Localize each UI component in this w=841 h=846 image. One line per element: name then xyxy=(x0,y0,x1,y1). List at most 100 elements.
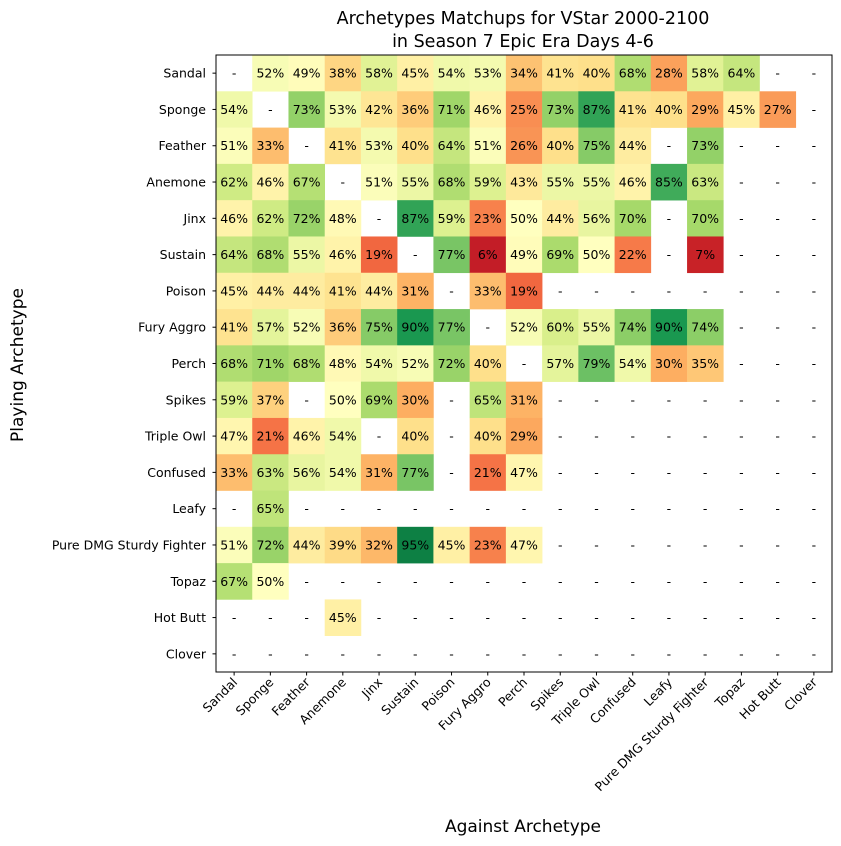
cell-value-label: - xyxy=(413,574,418,589)
heatmap-cell xyxy=(542,200,579,237)
heatmap-cell xyxy=(433,91,470,128)
cell-value-label: 59% xyxy=(438,211,466,226)
cell-value-label: 95% xyxy=(401,537,429,552)
cell-value-label: - xyxy=(667,138,672,153)
cell-value-label: - xyxy=(558,610,563,625)
heatmap-cell xyxy=(216,163,253,201)
heatmap-cell xyxy=(360,454,398,491)
heatmap-cell xyxy=(433,236,470,274)
cell-value-label: - xyxy=(739,465,744,480)
heatmap-cell xyxy=(360,127,398,165)
heatmap-cell xyxy=(578,309,615,346)
cell-value-label: 40% xyxy=(401,429,429,444)
heatmap-cell xyxy=(397,417,434,455)
cell-value-label: 51% xyxy=(220,537,248,552)
cell-value-label: - xyxy=(630,429,635,444)
cell-value-label: - xyxy=(775,356,780,371)
heatmap-cell xyxy=(288,163,326,201)
y-tick-label: Leafy xyxy=(172,501,206,516)
cell-value-label: 72% xyxy=(256,537,284,552)
cell-value-label: - xyxy=(232,646,237,661)
cell-value-label: - xyxy=(703,574,708,589)
cell-value-label: 46% xyxy=(256,175,284,190)
cell-value-label: - xyxy=(486,574,491,589)
cell-value-label: - xyxy=(739,610,744,625)
cell-value-label: - xyxy=(775,465,780,480)
heatmap-cell xyxy=(324,127,362,165)
cell-value-label: - xyxy=(341,501,346,516)
cell-value-label: 40% xyxy=(546,138,574,153)
cell-value-label: 45% xyxy=(438,537,466,552)
cell-value-label: 48% xyxy=(329,211,357,226)
heatmap-cell xyxy=(578,200,615,237)
cell-value-label: - xyxy=(812,175,817,190)
y-tick-label: Pure DMG Sturdy Fighter xyxy=(52,537,207,552)
cell-value-label: - xyxy=(232,610,237,625)
cell-value-label: 85% xyxy=(655,175,683,190)
heatmap-cell xyxy=(360,381,398,419)
cell-value-label: - xyxy=(667,646,672,661)
cell-value-label: 45% xyxy=(220,283,248,298)
cell-value-label: - xyxy=(812,574,817,589)
cell-value-label: - xyxy=(486,610,491,625)
cell-value-label: 68% xyxy=(438,175,466,190)
cell-value-label: - xyxy=(739,356,744,371)
y-tick-label: Hot Butt xyxy=(154,610,206,625)
cell-value-label: - xyxy=(304,138,309,153)
cell-value-label: - xyxy=(558,465,563,480)
cell-value-label: 90% xyxy=(401,320,429,335)
heatmap-cell xyxy=(687,91,724,128)
heatmap-cell xyxy=(324,55,362,92)
heatmap-cell xyxy=(578,163,615,201)
cell-value-label: - xyxy=(667,537,672,552)
cell-value-label: 55% xyxy=(583,320,611,335)
heatmap-cell xyxy=(397,345,434,382)
heatmap-cell xyxy=(252,163,289,201)
cell-value-label: 35% xyxy=(691,356,719,371)
heatmap-cell xyxy=(360,526,398,564)
heatmap-cell xyxy=(360,163,398,201)
cell-value-label: 40% xyxy=(655,102,683,117)
heatmap-cell xyxy=(252,381,289,419)
cell-value-label: 23% xyxy=(474,211,502,226)
heatmap-cell xyxy=(288,55,326,92)
cell-value-label: - xyxy=(594,574,599,589)
cell-value-label: - xyxy=(594,392,599,407)
cell-value-label: 44% xyxy=(293,283,321,298)
cell-value-label: - xyxy=(739,574,744,589)
heatmap-cell xyxy=(216,309,253,346)
cell-value-label: 45% xyxy=(329,610,357,625)
heatmap-cell xyxy=(288,309,326,346)
cell-value-label: - xyxy=(232,66,237,81)
heatmap-cell xyxy=(505,526,543,564)
cell-value-label: - xyxy=(558,537,563,552)
cell-value-label: - xyxy=(703,429,708,444)
cell-value-label: 67% xyxy=(293,175,321,190)
cell-value-label: - xyxy=(522,610,527,625)
heatmap-cell xyxy=(614,309,652,346)
cell-value-label: 7% xyxy=(695,247,715,262)
x-tick-label: Perch xyxy=(495,675,530,710)
cell-value-label: - xyxy=(667,392,672,407)
cell-value-label: 69% xyxy=(546,247,574,262)
cell-value-label: 38% xyxy=(329,66,357,81)
cell-value-label: 62% xyxy=(220,175,248,190)
cell-value-label: 47% xyxy=(510,465,538,480)
heatmap-cell xyxy=(505,309,543,346)
cell-value-label: - xyxy=(630,646,635,661)
cell-value-label: 53% xyxy=(329,102,357,117)
heatmap-cell xyxy=(614,55,652,92)
heatmap-cell xyxy=(252,236,289,274)
cell-value-label: 34% xyxy=(510,66,538,81)
cell-value-label: 48% xyxy=(329,356,357,371)
cell-value-label: - xyxy=(449,501,454,516)
cell-value-label: - xyxy=(304,574,309,589)
cell-value-label: 74% xyxy=(619,320,647,335)
heatmap-cell xyxy=(397,91,434,128)
y-tick-label: Sponge xyxy=(159,102,206,117)
cell-value-label: 41% xyxy=(329,283,357,298)
heatmap-cell xyxy=(542,91,579,128)
cell-value-label: 44% xyxy=(293,537,321,552)
heatmap-cell xyxy=(324,454,362,491)
